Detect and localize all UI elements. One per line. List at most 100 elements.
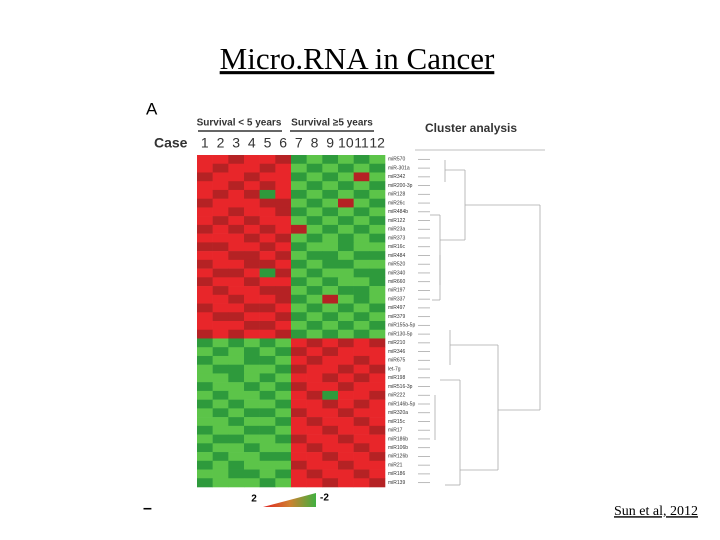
heatmap-cell: [338, 425, 354, 435]
heatmap-cell: [212, 321, 229, 331]
heatmap-cell: [353, 382, 370, 392]
heatmap-cell: [291, 469, 307, 479]
heatmap-cell: [212, 329, 229, 339]
row-label: miR26c: [388, 200, 405, 206]
heatmap-cell: [369, 312, 386, 322]
heatmap-cell: [306, 189, 323, 199]
heatmap-cell: [306, 347, 323, 357]
heatmap-cell: [369, 242, 386, 252]
row-label: miR186: [388, 471, 405, 477]
heatmap-cell: [291, 399, 307, 409]
heatmap-cell: [338, 373, 354, 383]
heatmap-cell: [322, 207, 339, 217]
heatmap-cell: [244, 425, 260, 435]
heatmap-cell: [212, 417, 229, 427]
heatmap-cell: [228, 198, 245, 208]
case-label: 7: [295, 135, 303, 151]
heatmap-cell: [291, 233, 307, 243]
heatmap-cell: [275, 286, 292, 296]
heatmap-cell: [275, 312, 292, 322]
heatmap-cell: [338, 478, 354, 488]
heatmap-cell: [369, 155, 386, 165]
heatmap-cell: [322, 224, 339, 234]
heatmap-cell: [306, 478, 323, 488]
heatmap-cell: [306, 259, 323, 269]
heatmap-cell: [244, 452, 260, 462]
heatmap-cell: [259, 434, 276, 444]
heatmap-cell: [259, 452, 276, 462]
heatmap-cell: [291, 181, 307, 191]
heatmap-cell: [228, 434, 245, 444]
heatmap-cell: [244, 329, 260, 339]
heatmap-cell: [259, 163, 276, 173]
heatmap-cell: [244, 460, 260, 470]
heatmap-cell: [244, 408, 260, 418]
heatmap-cell: [275, 329, 292, 339]
heatmap-cell: [228, 338, 245, 348]
heatmap-cell: [338, 181, 354, 191]
heatmap-cell: [353, 452, 370, 462]
row-label: miR17: [388, 428, 403, 434]
heatmap-cell: [306, 408, 323, 418]
heatmap-cell: [259, 469, 276, 479]
heatmap-cell: [259, 224, 276, 234]
heatmap-cell: [275, 163, 292, 173]
heatmap-cell: [369, 329, 386, 339]
heatmap-cell: [322, 155, 339, 165]
heatmap-cell: [212, 286, 229, 296]
heatmap-cell: [306, 312, 323, 322]
heatmap-cell: [322, 364, 339, 374]
heatmap-cell: [275, 224, 292, 234]
heatmap-cell: [259, 408, 276, 418]
row-label: miR340: [388, 270, 405, 276]
heatmap-cell: [338, 294, 354, 304]
heatmap-cell: [244, 198, 260, 208]
heatmap-cell: [259, 181, 276, 191]
heatmap-cell: [212, 155, 229, 165]
heatmap-cell: [212, 408, 229, 418]
heatmap-cell: [306, 321, 323, 331]
heatmap-cell: [338, 434, 354, 444]
heatmap-cell: [244, 233, 260, 243]
heatmap-cell: [322, 355, 339, 365]
heatmap-cell: [197, 452, 213, 462]
heatmap-cell: [259, 172, 276, 182]
case-label: 12: [369, 135, 385, 151]
heatmap-cell: [322, 443, 339, 453]
case-label: Case: [154, 135, 188, 151]
heatmap-cell: [228, 355, 245, 365]
heatmap-cell: [228, 408, 245, 418]
heatmap-cell: [197, 251, 213, 261]
heatmap-cell: [259, 251, 276, 261]
heatmap-cell: [291, 443, 307, 453]
heatmap-cell: [353, 277, 370, 287]
heatmap-cell: [197, 198, 213, 208]
heatmap-cell: [275, 303, 292, 313]
heatmap-cell: [338, 172, 354, 182]
heatmap-cell: [197, 233, 213, 243]
heatmap-cell: [197, 338, 213, 348]
heatmap-cell: [353, 434, 370, 444]
heatmap-cell: [228, 259, 245, 269]
row-label: miR106b: [388, 445, 408, 451]
heatmap-cell: [259, 425, 276, 435]
heatmap-cell: [338, 155, 354, 165]
heatmap-cell: [228, 189, 245, 199]
heatmap-cell: [338, 216, 354, 226]
row-label: miR320a: [388, 410, 408, 416]
row-label: miR15c: [388, 419, 405, 425]
heatmap-cell: [228, 294, 245, 304]
heatmap-cell: [275, 321, 292, 331]
heatmap-cell: [212, 216, 229, 226]
row-label: miR23a: [388, 227, 405, 233]
heatmap-cell: [275, 408, 292, 418]
heatmap-cell: [322, 373, 339, 383]
heatmap-cell: [197, 259, 213, 269]
heatmap-cell: [275, 434, 292, 444]
heatmap-cell: [338, 268, 354, 278]
case-label: 6: [279, 135, 287, 151]
heatmap-cell: [259, 373, 276, 383]
heatmap-cell: [212, 364, 229, 374]
heatmap-cell: [259, 268, 276, 278]
heatmap-cell: [353, 268, 370, 278]
